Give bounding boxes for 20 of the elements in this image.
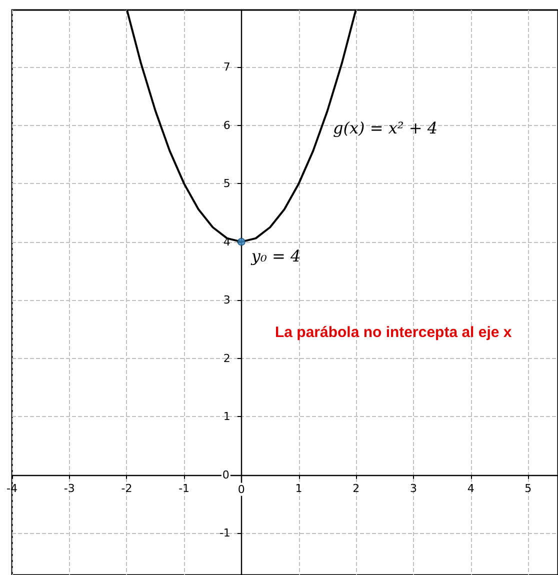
x-tick-label: 2: [352, 482, 360, 495]
y-tick-label: 2: [223, 352, 230, 365]
y-tick-label: 6: [223, 118, 230, 132]
x-tick-label: -2: [121, 482, 132, 495]
annotation: g(x) = x² + 4: [333, 118, 438, 138]
y-tick-label: 7: [223, 60, 230, 74]
y-tick-label: 3: [223, 294, 230, 307]
x-tick-label: -1: [178, 482, 190, 495]
x-tick-label: 0: [238, 482, 245, 496]
y-tick-label: -1: [219, 526, 230, 540]
x-tick-label: 4: [467, 482, 474, 495]
y-tick-label: 0: [222, 468, 230, 482]
annotation: La parábola no intercepta al eje x: [275, 324, 512, 341]
y-tick-label: 5: [223, 177, 230, 190]
y-tick-label: 1: [223, 410, 230, 424]
x-tick-label: 3: [410, 482, 417, 495]
x-tick-label: 1: [295, 482, 302, 495]
x-tick-label: -3: [64, 482, 75, 495]
x-tick-label: 5: [524, 482, 532, 495]
annotation: y₀ = 4: [250, 246, 301, 266]
